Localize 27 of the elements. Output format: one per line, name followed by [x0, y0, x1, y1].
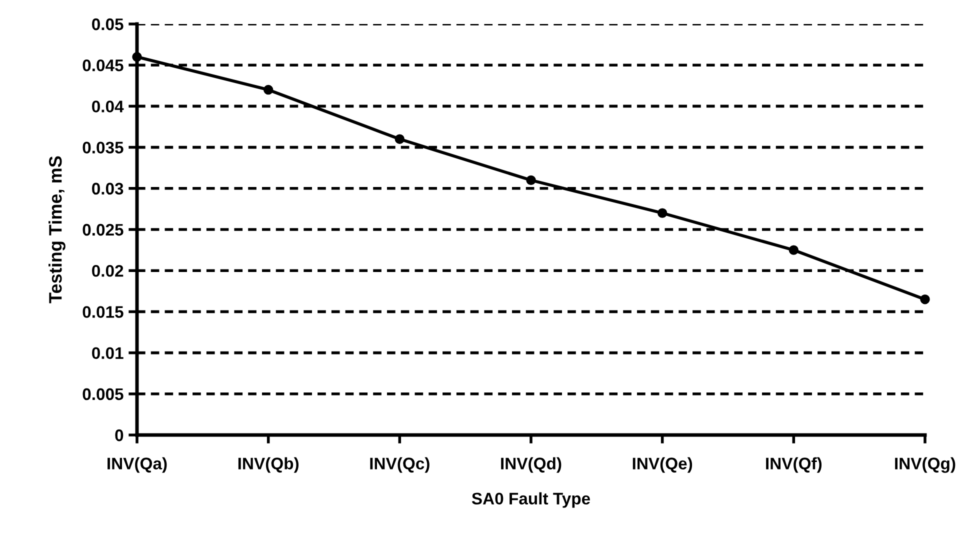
point [657, 208, 668, 218]
y-tick-label: 0 [115, 429, 124, 442]
y-tick-label: 0.035 [82, 142, 124, 154]
x-axis-title: SA0 Fault Type [472, 492, 590, 508]
point [788, 245, 799, 255]
point [526, 175, 536, 186]
x-tick-label: INV(Qe) [632, 457, 692, 473]
x-tick-label: INV(Qg) [895, 457, 956, 473]
y-tick-label: 0.02 [92, 265, 124, 277]
y-tick-label: 0.015 [82, 306, 124, 318]
x-tick-label: INV(Qd) [501, 457, 562, 473]
y-tick-label: 0.05 [92, 18, 124, 30]
x-tick-label: INV(Qf) [766, 457, 822, 473]
point [920, 294, 930, 304]
y-axis-title: Testing Time, mS [48, 156, 66, 304]
x-tick-label: INV(Qb) [238, 457, 299, 473]
y-tick-label: 0.04 [92, 100, 124, 112]
y-tick-label: 0.03 [92, 182, 124, 195]
x-tick-label: INV(Qc) [370, 457, 430, 473]
point [394, 134, 405, 144]
point [132, 52, 142, 62]
point [263, 84, 274, 95]
x-tick-label: INV(Qa) [108, 457, 167, 473]
y-tick-label: 0.005 [82, 388, 124, 400]
y-tick-label: 0.045 [82, 60, 124, 72]
y-tick-label: 0.01 [92, 347, 124, 360]
y-tick-label: 0.025 [82, 224, 124, 236]
